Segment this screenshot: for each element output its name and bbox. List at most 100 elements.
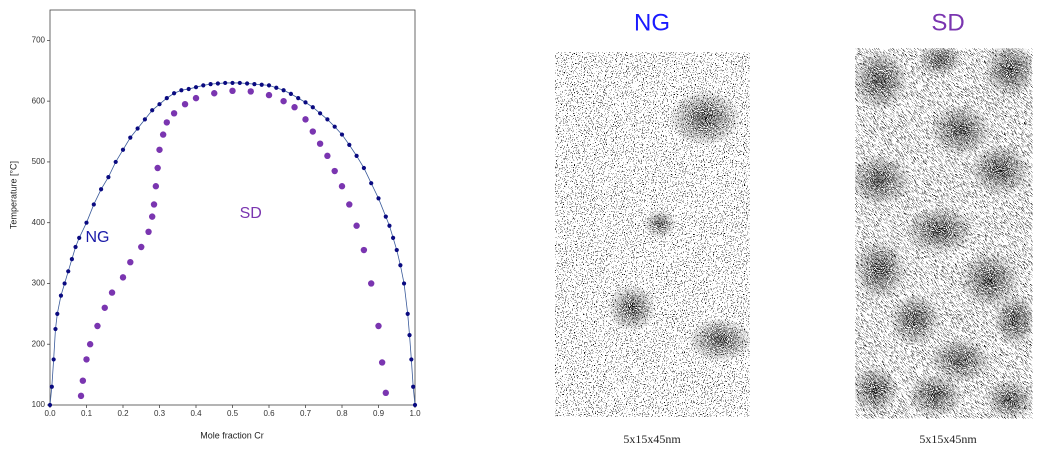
data-point [394, 247, 399, 253]
data-point [405, 311, 410, 316]
data-point [316, 140, 324, 147]
data-point [77, 235, 82, 240]
data-point [49, 384, 54, 389]
data-point [346, 201, 353, 208]
image-title: SD [931, 9, 964, 36]
data-point [83, 356, 90, 363]
x-tick-label: 0.4 [190, 409, 202, 418]
data-point [128, 135, 133, 140]
data-point [172, 91, 177, 96]
x-tick-label: 0.7 [300, 409, 312, 418]
data-point [288, 91, 293, 96]
data-point [302, 116, 309, 123]
data-point [252, 82, 257, 87]
data-point [170, 110, 178, 117]
data-point [186, 86, 191, 92]
data-point [369, 181, 374, 186]
data-point [164, 96, 169, 101]
data-point [412, 402, 418, 408]
data-point [156, 146, 163, 153]
data-point [383, 214, 388, 219]
data-point [325, 117, 330, 122]
data-point [265, 91, 273, 99]
y-tick-label: 300 [32, 279, 46, 288]
data-point [135, 126, 140, 131]
x-axis-label: Mole fraction Cr [200, 430, 264, 440]
data-point [86, 341, 94, 348]
x-tick-label: 0.0 [44, 409, 56, 418]
x-tick-label: 0.2 [117, 409, 129, 418]
data-point [159, 131, 167, 138]
data-point [309, 128, 316, 135]
data-point [101, 304, 108, 311]
x-tick-label: 0.1 [81, 409, 93, 418]
x-tick-label: 1.0 [409, 409, 421, 418]
data-point [51, 357, 56, 362]
data-point [266, 83, 272, 88]
y-tick-label: 600 [32, 96, 46, 105]
data-point [245, 81, 250, 86]
data-point [411, 384, 416, 389]
data-point [149, 213, 156, 220]
data-point [99, 187, 104, 192]
plot-frame [49, 9, 416, 406]
atom-map-ng [555, 52, 750, 417]
image-caption: 5x15x45nm [919, 432, 977, 446]
data-point [157, 102, 162, 107]
data-point [55, 311, 60, 316]
data-point [120, 147, 126, 152]
data-point [181, 100, 189, 108]
data-point [150, 201, 158, 208]
region-label: SD [240, 205, 262, 222]
image-caption: 5x15x45nm [623, 432, 681, 446]
data-point [409, 357, 414, 362]
data-point [119, 274, 127, 281]
data-point [91, 202, 96, 207]
x-tick-label: 0.3 [154, 409, 166, 418]
data-point [291, 104, 298, 111]
data-point [353, 222, 360, 229]
data-point [354, 153, 359, 158]
atom-map-sd [855, 48, 1033, 419]
data-point [154, 164, 161, 172]
data-point [303, 100, 308, 105]
data-point [62, 281, 67, 286]
data-point [47, 402, 53, 408]
data-point [347, 142, 352, 148]
data-point [387, 223, 392, 228]
data-point [237, 80, 242, 86]
data-point [152, 183, 160, 190]
data-point [150, 108, 155, 113]
data-point [193, 85, 199, 90]
x-tick-label: 0.5 [227, 409, 239, 418]
data-point [69, 257, 74, 262]
data-point [73, 244, 78, 250]
data-point [211, 90, 218, 97]
data-point [398, 263, 403, 268]
y-tick-label: 500 [32, 157, 46, 166]
data-point [208, 82, 213, 87]
data-point [401, 281, 407, 286]
x-tick-label: 0.6 [263, 409, 275, 418]
data-point [230, 80, 235, 86]
data-point [296, 96, 301, 101]
data-point [310, 105, 315, 110]
data-point [192, 94, 200, 102]
data-point [66, 269, 71, 274]
data-point [58, 293, 64, 298]
data-point [318, 111, 323, 116]
data-point [79, 377, 87, 384]
data-point [361, 165, 366, 171]
data-point [324, 152, 331, 160]
data-point [391, 235, 396, 240]
data-point [142, 117, 147, 122]
data-point [274, 85, 279, 90]
y-tick-label: 400 [32, 218, 46, 227]
data-point [360, 246, 368, 254]
data-point [145, 228, 152, 236]
data-point [368, 280, 375, 287]
data-point [53, 326, 58, 332]
data-point [201, 83, 206, 88]
